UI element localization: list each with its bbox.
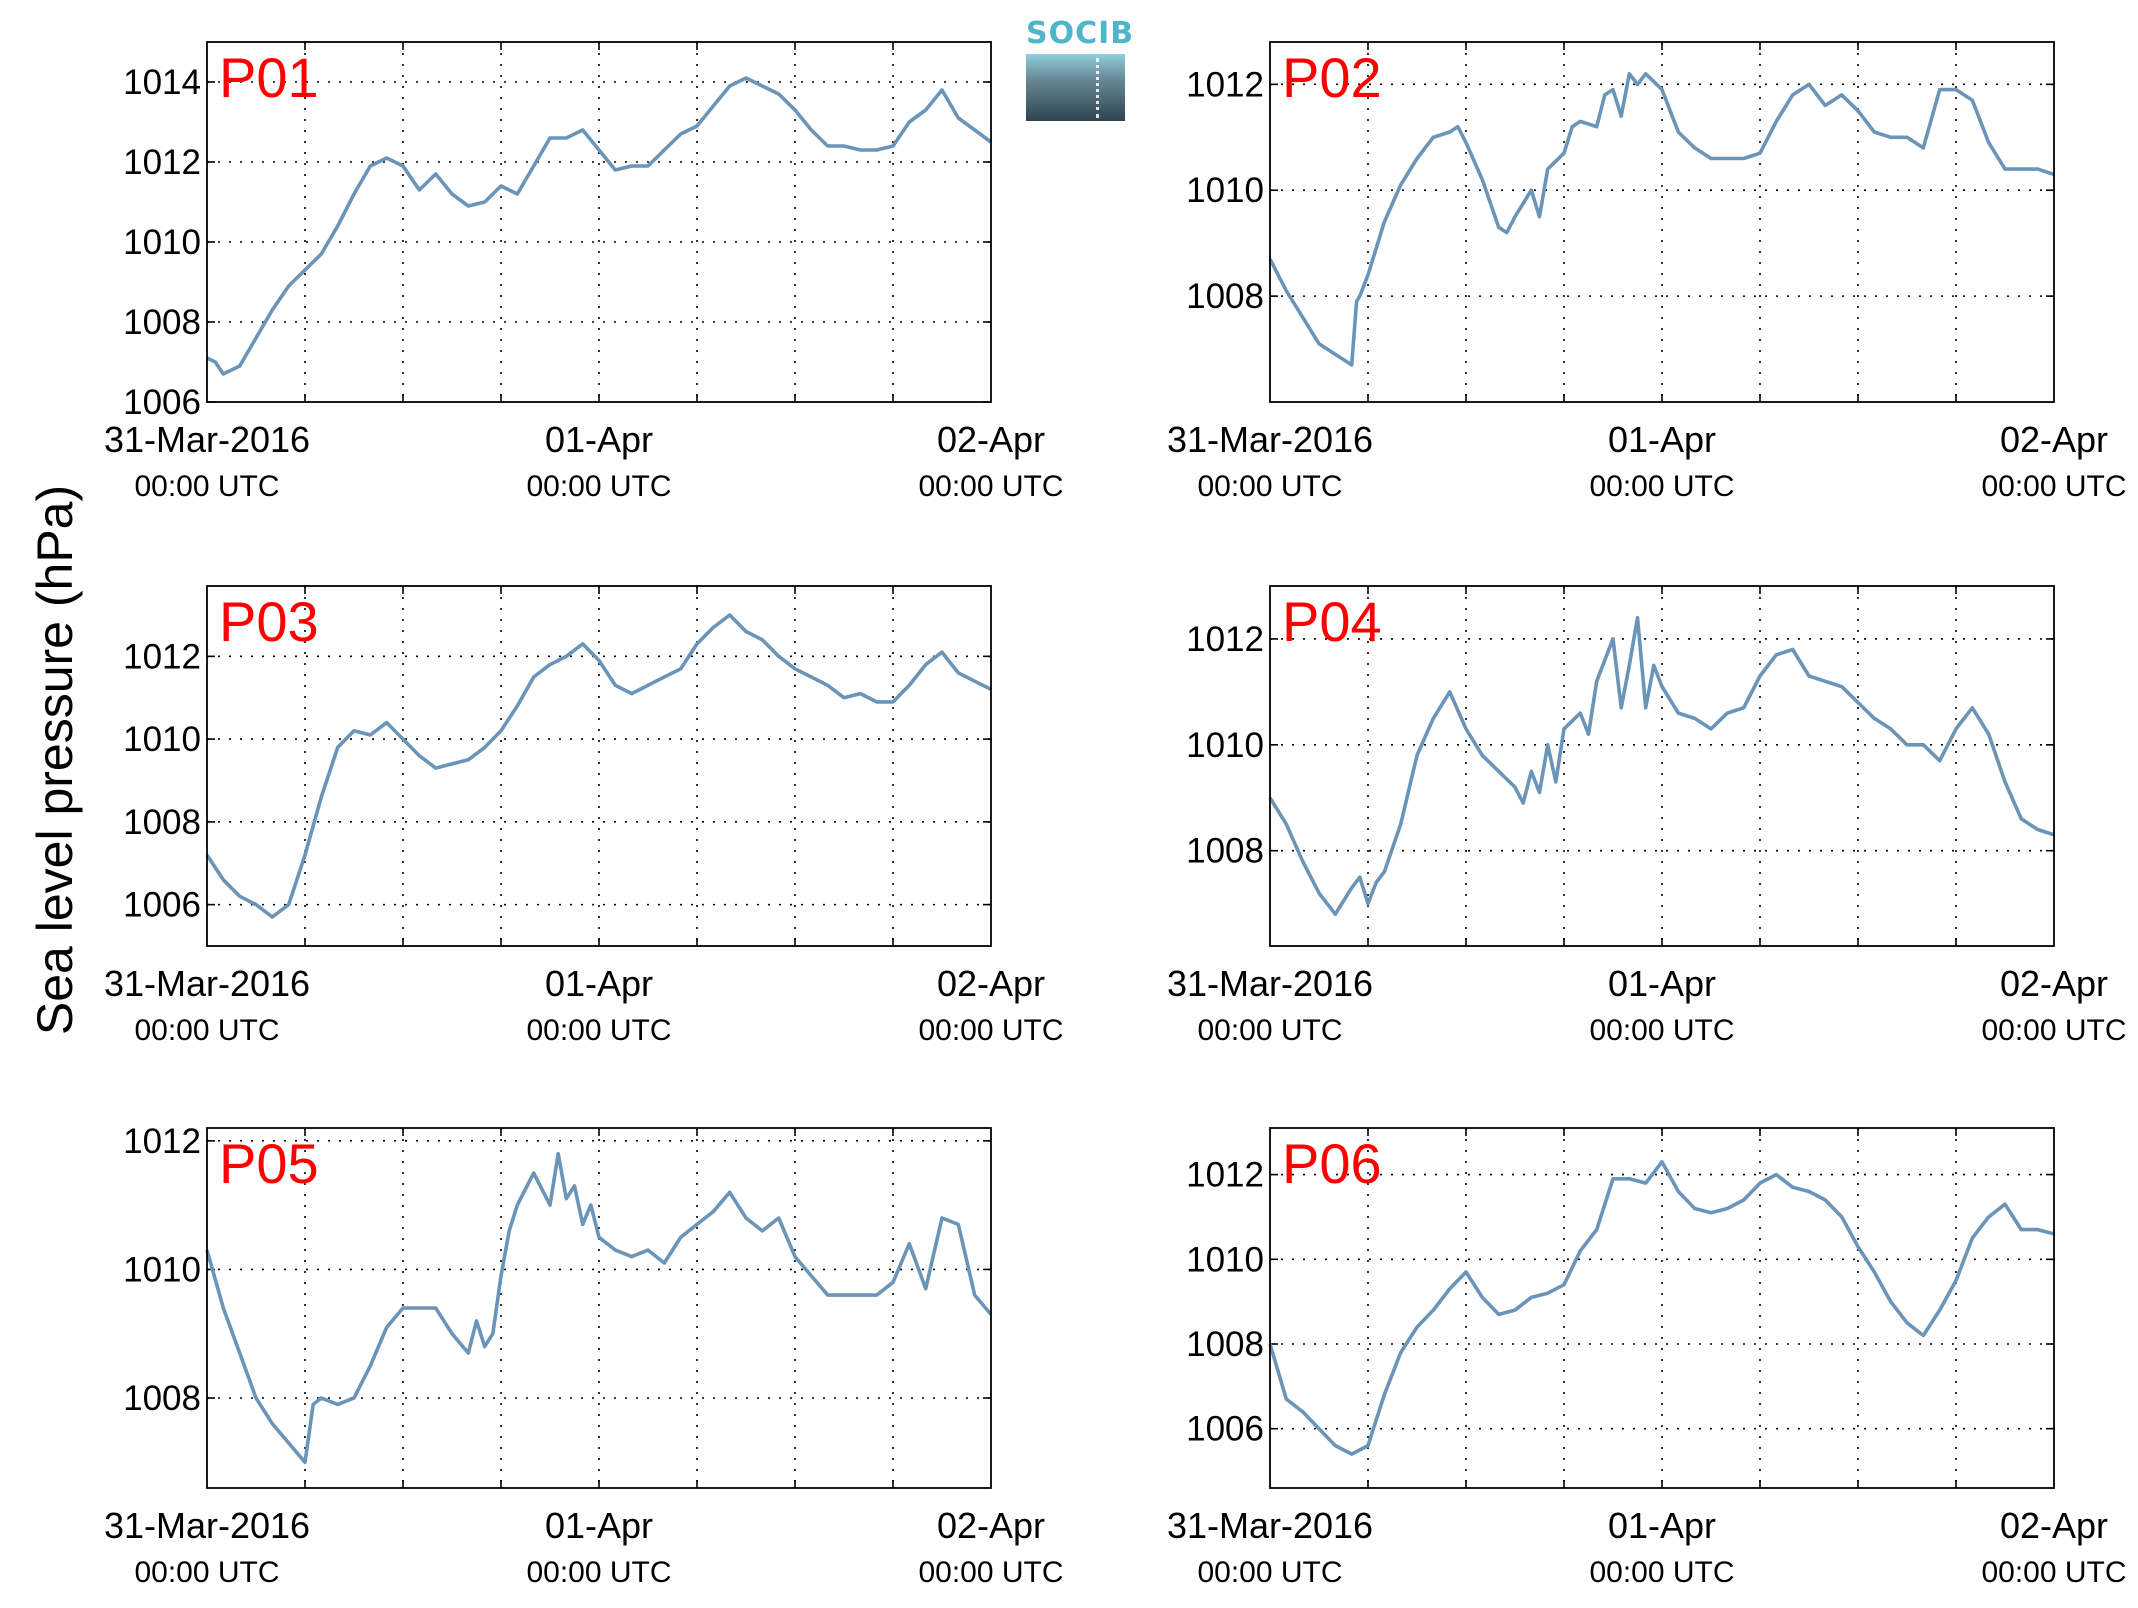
x-tick-label: 31-Mar-2016 xyxy=(104,419,310,460)
y-tick-label: 1008 xyxy=(1186,277,1264,316)
x-tick-label: 02-Apr xyxy=(2000,1505,2108,1546)
x-tick-sublabel: 00:00 UTC xyxy=(134,1014,279,1047)
logo-dotted-line xyxy=(1096,58,1099,118)
x-tick-label: 31-Mar-2016 xyxy=(1167,1505,1373,1546)
panel-p03: 1006 1008 1010 1012 31-Mar-2016 00:00 UTC 01-A… xyxy=(104,585,1064,1047)
x-tick-label: 02-Apr xyxy=(937,963,1045,1004)
socib-logo: SOCIB xyxy=(1026,16,1135,121)
y-tick-label: 1006 xyxy=(123,886,201,925)
y-tick-label: 1008 xyxy=(123,1379,201,1418)
axes-frame xyxy=(206,1127,992,1489)
pressure-series-line xyxy=(206,76,993,376)
pressure-series-line xyxy=(205,1151,993,1465)
y-tick-label: 1012 xyxy=(123,1122,201,1161)
x-tick-sublabel: 00:00 UTC xyxy=(526,470,671,503)
panel-title: P05 xyxy=(219,1132,319,1195)
x-tick-label: 01-Apr xyxy=(545,963,653,1004)
x-tick-sublabel: 00:00 UTC xyxy=(1589,1556,1734,1589)
panel-p02: 1008 1010 1012 31-Mar-2016 00:00 UTC 01-Apr 00… xyxy=(1167,41,2127,503)
x-tick-sublabel: 00:00 UTC xyxy=(1589,470,1734,503)
y-tick-label: 1012 xyxy=(123,637,201,676)
pressure-series-line xyxy=(1268,615,2055,917)
y-tick-label: 1010 xyxy=(1186,171,1264,210)
pressure-series-line xyxy=(1268,72,2055,367)
y-tick-label: 1008 xyxy=(123,303,201,342)
pressure-series-line xyxy=(205,613,992,919)
x-tick-sublabel: 00:00 UTC xyxy=(1981,1556,2126,1589)
x-tick-sublabel: 00:00 UTC xyxy=(1981,470,2126,503)
x-tick-label: 31-Mar-2016 xyxy=(104,963,310,1004)
x-tick-label: 02-Apr xyxy=(2000,419,2108,460)
logo-text: SOCIB xyxy=(1026,16,1135,51)
x-tick-label: 01-Apr xyxy=(1608,963,1716,1004)
y-tick-label: 1010 xyxy=(1186,726,1264,765)
panel-title: P04 xyxy=(1282,590,1382,653)
x-tick-label: 02-Apr xyxy=(937,419,1045,460)
x-tick-label: 01-Apr xyxy=(1608,1505,1716,1546)
x-tick-label: 01-Apr xyxy=(1608,419,1716,460)
y-axis-label: Sea level pressure (hPa) xyxy=(27,485,83,1035)
panel-title: P02 xyxy=(1282,46,1382,109)
y-tick-label: 1006 xyxy=(1186,1410,1264,1449)
x-tick-sublabel: 00:00 UTC xyxy=(918,470,1063,503)
x-tick-label: 02-Apr xyxy=(2000,963,2108,1004)
panel-title: P03 xyxy=(219,590,319,653)
pressure-series-line xyxy=(1268,1160,2055,1456)
y-tick-label: 1012 xyxy=(1186,65,1264,104)
x-tick-sublabel: 00:00 UTC xyxy=(1197,1556,1342,1589)
panel-title: P01 xyxy=(219,46,319,109)
x-tick-label: 31-Mar-2016 xyxy=(1167,963,1373,1004)
axes-frame xyxy=(1269,41,2055,403)
x-tick-sublabel: 00:00 UTC xyxy=(1981,1014,2126,1047)
x-tick-sublabel: 00:00 UTC xyxy=(918,1014,1063,1047)
y-tick-label: 1012 xyxy=(123,143,201,182)
y-tick-label: 1008 xyxy=(123,803,201,842)
subplot-grid: 1006 1008 1010 1012 1014 31-Mar-2016 00:00 UTC… xyxy=(104,41,2127,1589)
y-tick-label: 1012 xyxy=(1186,1156,1264,1195)
logo-graphic xyxy=(1026,54,1125,121)
x-tick-label: 02-Apr xyxy=(937,1505,1045,1546)
axes-frame xyxy=(1269,1127,2055,1489)
x-tick-label: 01-Apr xyxy=(545,1505,653,1546)
x-tick-label: 01-Apr xyxy=(545,419,653,460)
y-tick-label: 1012 xyxy=(1186,620,1264,659)
x-tick-label: 31-Mar-2016 xyxy=(1167,419,1373,460)
x-tick-sublabel: 00:00 UTC xyxy=(526,1556,671,1589)
x-tick-sublabel: 00:00 UTC xyxy=(1197,1014,1342,1047)
y-tick-label: 1010 xyxy=(123,223,201,262)
panel-p01: 1006 1008 1010 1012 1014 31-Mar-2016 00:00 UTC… xyxy=(104,41,1064,503)
y-tick-label: 1010 xyxy=(123,1250,201,1289)
x-tick-label: 31-Mar-2016 xyxy=(104,1505,310,1546)
axes-frame xyxy=(206,41,992,403)
y-tick-label: 1008 xyxy=(1186,1325,1264,1364)
x-tick-sublabel: 00:00 UTC xyxy=(1197,470,1342,503)
x-tick-sublabel: 00:00 UTC xyxy=(134,470,279,503)
axes-frame xyxy=(1269,585,2055,947)
x-tick-sublabel: 00:00 UTC xyxy=(134,1556,279,1589)
x-tick-sublabel: 00:00 UTC xyxy=(918,1556,1063,1589)
panel-p04: 1008 1010 1012 31-Mar-2016 00:00 UTC 01-Apr 00… xyxy=(1167,585,2127,1047)
panel-title: P06 xyxy=(1282,1132,1382,1195)
x-tick-sublabel: 00:00 UTC xyxy=(1589,1014,1734,1047)
x-tick-sublabel: 00:00 UTC xyxy=(526,1014,671,1047)
y-tick-label: 1014 xyxy=(123,63,201,102)
axes-frame xyxy=(206,585,992,947)
panel-p06: 1006 1008 1010 1012 31-Mar-2016 00:00 UTC 01-A… xyxy=(1167,1127,2127,1589)
y-tick-label: 1010 xyxy=(1186,1240,1264,1279)
y-tick-label: 1010 xyxy=(123,720,201,759)
panel-p05: 1008 1010 1012 31-Mar-2016 00:00 UTC 01-Apr 00… xyxy=(104,1122,1064,1589)
y-tick-label: 1006 xyxy=(123,383,201,422)
y-tick-label: 1008 xyxy=(1186,832,1264,871)
